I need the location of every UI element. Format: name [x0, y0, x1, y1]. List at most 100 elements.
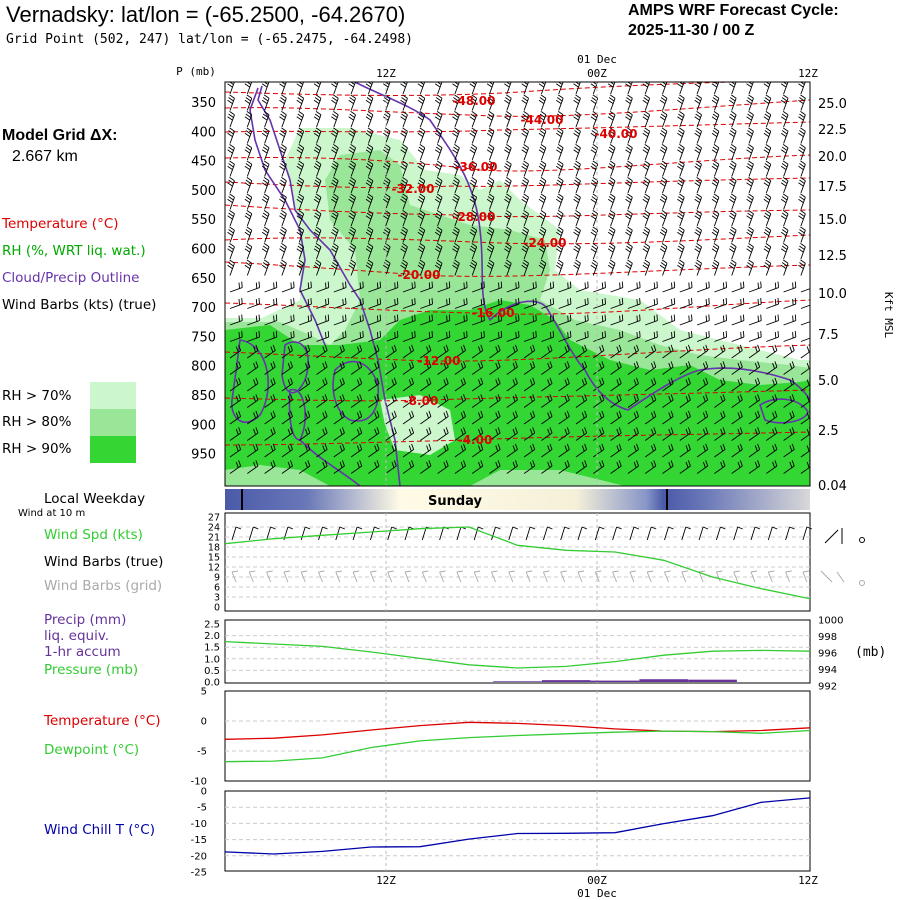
wind-barb-flag: [391, 379, 395, 386]
wind-barb-flag: [678, 113, 684, 118]
wind-barb-flag: [540, 82, 546, 85]
wind-barb-flag: [241, 298, 243, 305]
wind-barb-flag: [800, 259, 806, 264]
wind-barb-flag: [523, 259, 529, 264]
wind-barb-staff: [575, 336, 589, 342]
wind-barb-staff: [333, 180, 339, 194]
wind-barb-staff: [350, 263, 356, 276]
wind-barb-staff: [540, 131, 547, 144]
wind-barb-flag: [651, 346, 654, 353]
wind-barb-flag: [748, 143, 754, 149]
wind-barb-flag: [556, 182, 562, 187]
wind-barb-flag: [748, 176, 754, 182]
wind-barb-staff: [350, 287, 364, 293]
wind-barb-staff: [472, 320, 485, 326]
wind-barb-flag: [659, 231, 666, 237]
wind-barb-flag: [633, 362, 637, 369]
wind-barb-staff: [610, 263, 616, 276]
wind-barb-staff: [644, 416, 657, 425]
wind-barb-flag: [765, 82, 771, 85]
wind-barb-staff: [662, 465, 674, 474]
wind-barb-flag: [574, 130, 580, 135]
wind-barb-flag: [383, 262, 390, 267]
wind-barb-flag: [505, 245, 511, 250]
wind-barb-flag: [426, 428, 430, 435]
wind-barb-flag: [671, 282, 673, 289]
wind-barb-flag: [228, 130, 234, 135]
wind-barb-flag: [601, 332, 604, 339]
wind-barb-flag: [315, 193, 322, 198]
wind-barb-flag: [431, 314, 433, 321]
wind-barb-flag: [694, 99, 700, 105]
wind-barb-flag: [280, 146, 286, 151]
wind-barb-flag: [813, 298, 814, 304]
wind-barb-flag: [782, 110, 789, 116]
wind-barb-flag: [538, 182, 545, 187]
wind-barb-flag: [581, 346, 585, 353]
wind-barb-flag: [325, 282, 327, 289]
axis-tick-label: -10: [191, 819, 207, 830]
wind-barb-flag: [653, 410, 657, 417]
wind-barb-flag: [443, 428, 447, 435]
wind-barb-flag: [746, 248, 752, 253]
wind-barb-flag: [244, 215, 251, 220]
wind-barb-flag: [705, 282, 708, 289]
wind-barb-staff: [419, 263, 426, 276]
wind-barb-flag: [419, 160, 426, 165]
wind-barb-flag: [601, 377, 605, 384]
wind-barb-staff: [731, 416, 743, 425]
axis-tick-label: 12: [208, 563, 220, 574]
wind-barb-flag: [505, 146, 511, 151]
wind-barb-flag: [263, 127, 270, 132]
wind-barb-flag: [365, 132, 372, 138]
wind-barb-flag: [486, 83, 493, 88]
wind-barb-flag: [229, 259, 235, 264]
wind-barb-flag: [443, 412, 447, 419]
wind-barb-flag: [781, 212, 788, 217]
wind-barb-staff: [766, 465, 778, 474]
wind-barb-flag: [737, 461, 741, 468]
surface-barb-true: [439, 526, 445, 541]
wind-barb-flag: [238, 282, 240, 289]
wind-barb-flag: [685, 346, 689, 353]
wind-barb-flag: [376, 394, 380, 401]
wind-barb-flag: [400, 182, 406, 187]
wind-barb-flag: [711, 198, 718, 204]
wind-barb-flag: [400, 231, 406, 237]
wind-barb-flag: [452, 198, 458, 204]
surface-barb-grid: [335, 571, 341, 583]
axis-tick-label: 0.5: [204, 666, 220, 677]
axis-tick-label: 1.5: [204, 643, 220, 654]
wind-barb-flag: [729, 182, 735, 187]
wind-barb-flag: [653, 460, 657, 467]
wind-barb-staff: [333, 246, 339, 260]
wind-barb-flag: [341, 410, 345, 417]
wind-barb-staff: [489, 465, 501, 474]
surface-barb-true-flag: [754, 526, 761, 530]
wind-barb-flag: [452, 132, 458, 138]
wind-barb-flag: [518, 298, 520, 305]
wind-barb-flag: [713, 110, 720, 116]
wind-barb-flag: [305, 395, 308, 402]
wind-barb-staff: [350, 449, 363, 458]
wind-barb-staff: [350, 383, 363, 392]
wind-barb-flag: [521, 182, 527, 187]
wind-barb-flag: [238, 394, 242, 401]
wind-barb-staff: [679, 366, 691, 375]
wind-barb-flag: [261, 215, 268, 220]
wind-barb-staff: [333, 114, 339, 128]
surface-barb-true: [715, 526, 721, 541]
wind-barb-flag: [428, 332, 431, 339]
wind-barb-flag: [394, 332, 396, 339]
wind-barb-flag: [512, 445, 516, 452]
wind-barb-flag: [661, 127, 668, 132]
wind-barb-staff: [731, 114, 737, 128]
wind-barb-flag: [469, 182, 475, 187]
wind-barb-flag: [584, 443, 588, 450]
wind-barb-staff: [506, 197, 512, 210]
wind-barb-flag: [574, 97, 580, 102]
wind-barb-flag: [800, 82, 805, 85]
wind-barb-flag: [695, 245, 701, 250]
wind-barb-flag: [601, 344, 605, 351]
wind-barb-flag: [272, 361, 276, 368]
